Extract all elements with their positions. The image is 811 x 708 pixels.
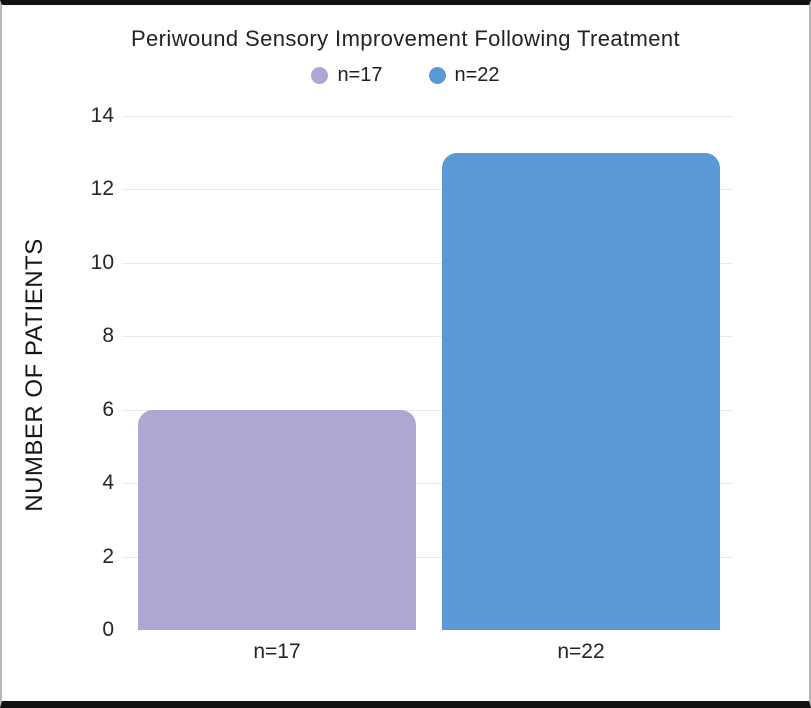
y-tick-label: 4 <box>102 471 114 495</box>
y-tick-label: 8 <box>102 324 114 348</box>
y-tick-labels: 0 2 4 6 8 10 12 14 <box>40 104 114 641</box>
gridline <box>122 189 733 191</box>
y-tick-label: 6 <box>102 397 114 421</box>
x-category-label: n=17 <box>253 640 301 663</box>
legend-label-n22: n=22 <box>454 64 500 86</box>
legend-item-n22: n=22 <box>428 64 500 87</box>
gridline <box>122 409 733 411</box>
gridline <box>122 262 733 264</box>
plot-area <box>122 116 733 630</box>
gridline <box>122 336 733 338</box>
y-tick-label: 2 <box>102 544 114 568</box>
legend-swatch-blue-icon <box>428 67 446 84</box>
legend-label-n17: n=17 <box>337 64 383 86</box>
gridline <box>122 116 733 117</box>
x-category-labels: n=17 n=22 <box>125 640 733 668</box>
x-category-label: n=22 <box>557 640 605 663</box>
chart-title: Periwound Sensory Improvement Following … <box>130 26 681 51</box>
legend-item-n17: n=17 <box>311 64 383 87</box>
y-tick-label: 14 <box>90 104 114 127</box>
gridline <box>122 556 733 558</box>
bar-n17 <box>138 410 416 630</box>
bar-n22 <box>442 153 720 630</box>
legend-swatch-purple-icon <box>311 67 329 84</box>
y-tick-label: 10 <box>90 250 114 274</box>
y-tick-label: 12 <box>90 177 114 201</box>
y-tick-label: 0 <box>102 618 114 641</box>
gridline <box>122 483 733 485</box>
legend: n=17 n=22 <box>2 64 809 87</box>
